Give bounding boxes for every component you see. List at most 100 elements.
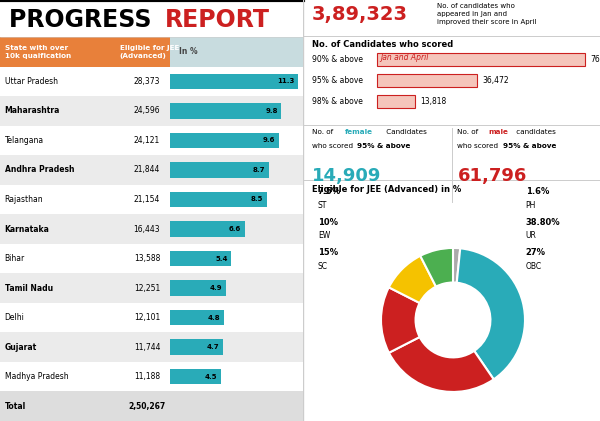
Text: UR: UR bbox=[526, 231, 536, 240]
Text: 4.7: 4.7 bbox=[207, 344, 220, 350]
Text: candidates: candidates bbox=[514, 129, 556, 135]
Bar bbox=[170, 339, 223, 355]
Wedge shape bbox=[453, 248, 460, 283]
Bar bbox=[0, 125, 303, 155]
Text: REPORT: REPORT bbox=[165, 8, 270, 32]
Bar bbox=[170, 37, 303, 67]
Text: 8.5: 8.5 bbox=[251, 197, 263, 203]
Text: 4.8: 4.8 bbox=[208, 314, 221, 321]
Text: 13,588: 13,588 bbox=[134, 254, 160, 263]
Wedge shape bbox=[381, 288, 419, 353]
Text: 11,188: 11,188 bbox=[134, 372, 160, 381]
Bar bbox=[170, 369, 221, 384]
Text: 12,251: 12,251 bbox=[134, 284, 160, 293]
Text: PH: PH bbox=[526, 200, 536, 210]
Text: Tamil Nadu: Tamil Nadu bbox=[5, 284, 53, 293]
Bar bbox=[377, 95, 415, 109]
Text: Jan and April: Jan and April bbox=[380, 53, 428, 62]
Text: 4.5: 4.5 bbox=[205, 374, 217, 380]
Text: 3,89,323: 3,89,323 bbox=[312, 5, 408, 24]
Wedge shape bbox=[389, 256, 436, 303]
Bar bbox=[170, 74, 298, 89]
Text: 24,121: 24,121 bbox=[134, 136, 160, 145]
Text: 61,796: 61,796 bbox=[457, 167, 527, 185]
Bar bbox=[377, 53, 585, 67]
Text: 38.80%: 38.80% bbox=[526, 218, 560, 226]
Text: Candidates: Candidates bbox=[384, 129, 427, 135]
Text: 98% & above: 98% & above bbox=[312, 97, 363, 106]
Bar bbox=[0, 155, 303, 185]
Bar bbox=[170, 221, 245, 237]
Text: 8.7: 8.7 bbox=[253, 167, 265, 173]
Text: 95% & above: 95% & above bbox=[357, 144, 410, 149]
Text: 9.6: 9.6 bbox=[263, 137, 275, 144]
Text: Maharashtra: Maharashtra bbox=[5, 107, 60, 115]
Text: 9.8: 9.8 bbox=[265, 108, 278, 114]
Text: 24,596: 24,596 bbox=[134, 107, 160, 115]
Text: 76,200: 76,200 bbox=[590, 55, 600, 64]
Wedge shape bbox=[420, 248, 453, 287]
Text: 2,50,267: 2,50,267 bbox=[128, 402, 166, 411]
Text: 90% & above: 90% & above bbox=[312, 55, 363, 64]
Text: 11,744: 11,744 bbox=[134, 343, 160, 352]
Bar bbox=[0, 303, 303, 333]
Text: 36,472: 36,472 bbox=[482, 76, 509, 85]
Bar bbox=[0, 392, 303, 421]
Bar bbox=[0, 333, 303, 362]
Text: EW: EW bbox=[318, 231, 330, 240]
Text: female: female bbox=[345, 129, 373, 135]
Text: male: male bbox=[488, 129, 509, 135]
Text: Gujarat: Gujarat bbox=[5, 343, 37, 352]
Text: 6.6: 6.6 bbox=[229, 226, 241, 232]
Text: Karnataka: Karnataka bbox=[5, 224, 49, 234]
Wedge shape bbox=[457, 248, 525, 379]
Text: Total: Total bbox=[5, 402, 26, 411]
Text: Eligible for JEE (Advanced) in %: Eligible for JEE (Advanced) in % bbox=[312, 184, 461, 194]
Text: No. of: No. of bbox=[312, 129, 335, 135]
Text: 14,909: 14,909 bbox=[312, 167, 381, 185]
Bar bbox=[170, 310, 224, 325]
Text: 15%: 15% bbox=[318, 248, 338, 258]
Text: 27%: 27% bbox=[526, 248, 546, 258]
Bar bbox=[170, 162, 269, 178]
Text: Madhya Pradesh: Madhya Pradesh bbox=[5, 372, 68, 381]
Text: In %: In % bbox=[179, 47, 197, 56]
Text: who scored: who scored bbox=[312, 144, 355, 149]
Text: 4.9: 4.9 bbox=[209, 285, 222, 291]
Text: 12,101: 12,101 bbox=[134, 313, 160, 322]
Text: 95% & above: 95% & above bbox=[503, 144, 556, 149]
Bar bbox=[377, 74, 477, 88]
Text: SC: SC bbox=[318, 262, 328, 271]
Bar bbox=[0, 244, 303, 273]
Text: 5.4: 5.4 bbox=[215, 256, 227, 261]
Text: Bihar: Bihar bbox=[5, 254, 25, 263]
Bar bbox=[170, 280, 226, 296]
Text: who scored: who scored bbox=[457, 144, 501, 149]
Bar bbox=[0, 362, 303, 392]
Text: No. of: No. of bbox=[457, 129, 481, 135]
Text: 21,844: 21,844 bbox=[134, 165, 160, 174]
Text: 28,373: 28,373 bbox=[134, 77, 160, 86]
Text: OBC: OBC bbox=[526, 262, 542, 271]
Text: PROGRESS: PROGRESS bbox=[9, 8, 160, 32]
Bar bbox=[0, 96, 303, 125]
Text: Uttar Pradesh: Uttar Pradesh bbox=[5, 77, 58, 86]
Wedge shape bbox=[389, 337, 494, 392]
Bar bbox=[0, 273, 303, 303]
Bar bbox=[0, 214, 303, 244]
Text: ST: ST bbox=[318, 200, 327, 210]
Bar bbox=[170, 251, 231, 266]
Bar bbox=[0, 185, 303, 214]
Bar bbox=[0, 37, 170, 67]
Text: 21,154: 21,154 bbox=[134, 195, 160, 204]
Text: No. of candidates who
appeared in Jan and
improved their score in April: No. of candidates who appeared in Jan an… bbox=[437, 3, 536, 24]
Bar bbox=[170, 192, 266, 207]
Text: Delhi: Delhi bbox=[5, 313, 25, 322]
Text: 95% & above: 95% & above bbox=[312, 76, 363, 85]
Text: No. of Candidates who scored: No. of Candidates who scored bbox=[312, 40, 453, 50]
Text: 10%: 10% bbox=[318, 218, 338, 226]
Text: 11.3: 11.3 bbox=[277, 78, 295, 84]
Text: State with over
10k quaification: State with over 10k quaification bbox=[5, 45, 71, 59]
Text: Rajasthan: Rajasthan bbox=[5, 195, 43, 204]
Bar bbox=[0, 67, 303, 96]
